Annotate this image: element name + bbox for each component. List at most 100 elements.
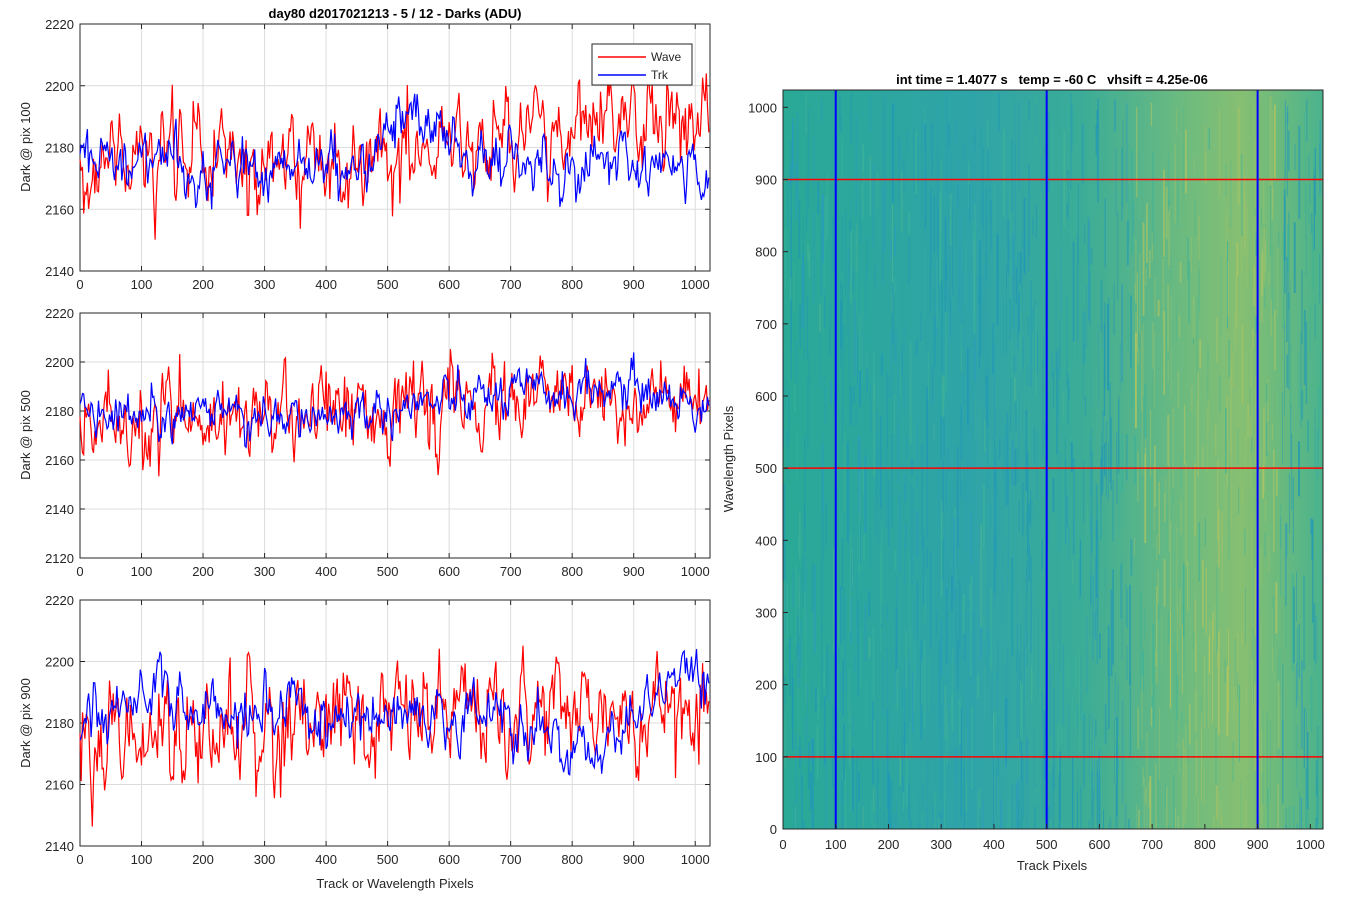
heatmap-streak [869, 155, 872, 216]
heatmap-streak [1136, 319, 1138, 389]
heatmap-streak [1143, 777, 1145, 829]
heatmap-streak [844, 815, 845, 829]
heatmap-streak [878, 501, 880, 518]
heatmap-streak [1113, 99, 1116, 132]
heatmap-streak [1280, 503, 1282, 597]
heatmap-streak [850, 597, 852, 645]
heatmap-streak [1033, 729, 1035, 789]
heatmap-streak [868, 590, 871, 618]
heatmap-streak [1172, 406, 1174, 489]
heatmap-streak [844, 326, 846, 362]
heatmap-streak [1024, 610, 1025, 681]
heatmap-streak [953, 297, 955, 313]
y-axis-label: Wavelength Pixels [721, 405, 736, 512]
x-tick-label: 200 [192, 852, 214, 867]
heatmap-streak [825, 194, 827, 243]
heatmap-streak [848, 353, 851, 424]
heatmap-streak [1150, 102, 1153, 127]
heatmap-streak [881, 187, 884, 284]
heatmap-streak [813, 211, 815, 303]
heatmap-streak [1226, 666, 1229, 737]
x-tick-label: 700 [500, 852, 522, 867]
heatmap-streak [1023, 641, 1025, 732]
heatmap-streak [1298, 352, 1300, 410]
heatmap-streak [938, 461, 940, 525]
heatmap-streak [1298, 125, 1301, 219]
heatmap-streak [883, 94, 885, 112]
heatmap-streak [1286, 256, 1288, 342]
heatmap-streak [1211, 619, 1213, 724]
heatmap-streak [1319, 545, 1322, 581]
heatmap-streak [1102, 410, 1104, 491]
heatmap-streak [1208, 639, 1210, 728]
heatmap-streak [1052, 477, 1055, 513]
heatmap-streak [966, 348, 969, 426]
heatmap-streak [790, 299, 792, 381]
heatmap-streak [948, 286, 950, 309]
heatmap-streak [975, 394, 976, 441]
heatmap-streak [824, 386, 827, 424]
heatmap-streak [1019, 653, 1020, 753]
heatmap-streak [872, 163, 874, 248]
x-tick-label: 600 [438, 277, 460, 292]
heatmap-streak [811, 797, 813, 829]
heatmap-streak [1274, 310, 1276, 371]
heatmap-streak [995, 483, 998, 569]
heatmap-streak [1291, 573, 1294, 671]
heatmap-streak [1272, 449, 1275, 552]
heatmap-streak [1082, 709, 1084, 739]
heatmap-streak [1096, 119, 1099, 190]
heatmap-streak [901, 172, 903, 234]
heatmap-streak [1230, 158, 1232, 228]
heatmap-streak [1072, 200, 1075, 238]
heatmap-streak [1020, 731, 1023, 781]
heatmap-streak [1272, 609, 1273, 673]
heatmap-streak [1268, 536, 1270, 572]
heatmap-streak [906, 435, 908, 460]
heatmap-streak [862, 286, 864, 382]
heatmap-streak [1088, 217, 1090, 321]
heatmap-streak [896, 668, 898, 710]
heatmap-streak [1243, 529, 1246, 555]
heatmap-streak [917, 138, 919, 187]
heatmap-streak [1053, 687, 1055, 791]
y-tick-labels: 2140 2160 2180 2200 2220 [45, 593, 74, 854]
heatmap-streak [1194, 589, 1196, 647]
heatmap-streak [865, 676, 867, 731]
heatmap-streak [1058, 827, 1060, 829]
heatmap-streak [1290, 282, 1291, 353]
heatmap-streak [1018, 101, 1020, 191]
heatmap-streak [903, 377, 905, 413]
heatmap-streak [993, 469, 996, 554]
heatmap-streak [917, 610, 919, 681]
heatmap-streak [951, 575, 953, 611]
heatmap-streak [1142, 222, 1145, 316]
heatmap-streak [844, 770, 847, 829]
heatmap-streak [973, 498, 975, 596]
heatmap-streak [862, 806, 864, 829]
series-line-wave [79, 73, 710, 240]
series-group [79, 349, 710, 477]
heatmap-streak [1291, 433, 1293, 511]
heatmap-streak [898, 599, 900, 661]
heatmap-streak [1021, 684, 1023, 742]
heatmap-streak [926, 828, 928, 829]
heatmap-streak [1267, 788, 1269, 829]
heatmap-streak [915, 339, 918, 356]
heatmap-streak [795, 339, 797, 383]
heatmap-streak [1025, 550, 1028, 645]
heatmap-streak [1100, 279, 1103, 332]
heatmap-streak [859, 472, 860, 574]
heatmap-streak [979, 786, 981, 808]
heatmap-streak [1271, 188, 1274, 246]
heatmap-streak [1110, 589, 1113, 677]
heatmap-streak [1079, 653, 1081, 751]
heatmap-streak [784, 538, 787, 635]
x-tick-labels: 0 100 200 300 400 500 600 700 800 900 1000 [779, 837, 1324, 852]
heatmap-streak [1146, 203, 1148, 263]
heatmap-streak [1007, 575, 1009, 591]
heatmap-streak [871, 798, 873, 825]
heatmap-streak [897, 506, 899, 526]
heatmap-streak [1013, 356, 1016, 372]
heatmap-streak [951, 151, 953, 203]
